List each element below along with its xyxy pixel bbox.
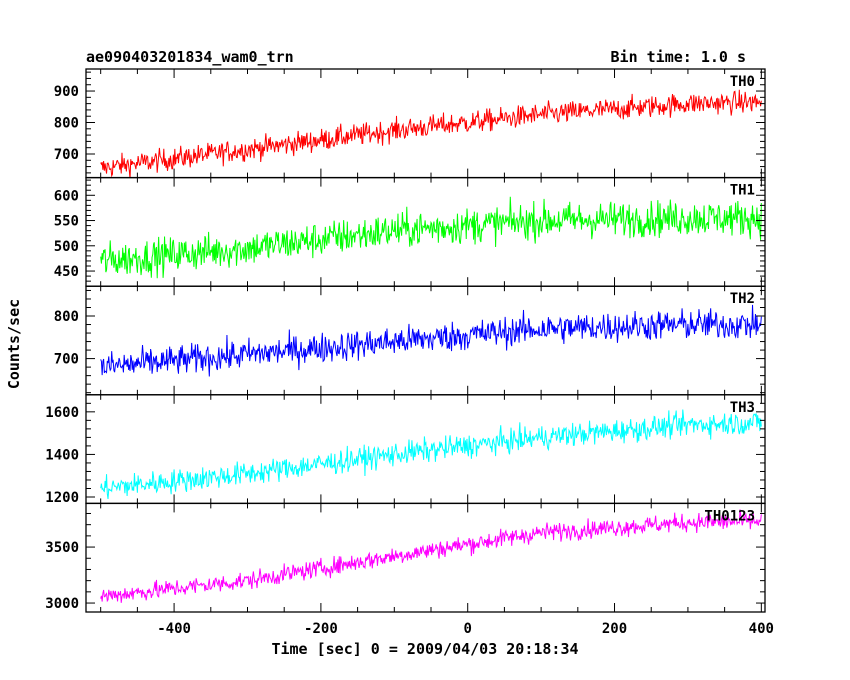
- series-line-th2: [100, 304, 762, 377]
- x-tick-label: -400: [157, 621, 191, 637]
- y-tick-label-th3: 1200: [45, 490, 79, 506]
- series-label-th0123: TH0123: [704, 508, 755, 524]
- y-tick-label-th1: 500: [54, 239, 79, 255]
- series-line-th0: [100, 89, 762, 178]
- y-tick-label-th2: 800: [54, 309, 79, 325]
- panels-group: 700 800 900 TH0 450 500 550 600 TH1 700 800 TH2 1200…: [45, 68, 774, 637]
- bin-time-label: Bin time: 1.0 s: [611, 48, 746, 66]
- y-tick-label-th2: 700: [54, 352, 79, 368]
- series-label-th0: TH0: [730, 74, 755, 90]
- panel-frame-th0123: [85, 502, 766, 613]
- panel-frame-th0: [85, 68, 766, 179]
- series-line-th1: [100, 196, 762, 279]
- y-tick-label-th1: 600: [54, 188, 79, 204]
- y-tick-label-th0123: 3000: [45, 596, 79, 612]
- y-tick-label-th0123: 3500: [45, 540, 79, 556]
- series-line-th0123: [100, 509, 762, 603]
- series-label-th2: TH2: [730, 291, 755, 307]
- y-tick-label-th1: 550: [54, 214, 79, 230]
- y-tick-label-th3: 1600: [45, 405, 79, 421]
- panel-frame-th3: [85, 394, 766, 505]
- y-tick-label-th0: 700: [54, 147, 79, 163]
- x-tick-label: -200: [304, 621, 338, 637]
- series-line-th3: [100, 409, 762, 500]
- y-tick-label-th0: 800: [54, 116, 79, 132]
- y-axis-label: Counts/sec: [5, 299, 23, 389]
- y-tick-label-th1: 450: [54, 264, 79, 280]
- x-tick-label: 0: [463, 621, 471, 637]
- x-axis-label: Time [sec] 0 = 2009/04/03 20:18:34: [271, 640, 578, 658]
- series-label-th1: TH1: [730, 183, 755, 199]
- series-label-th3: TH3: [730, 400, 755, 416]
- x-tick-label: 200: [602, 621, 627, 637]
- chart-title: ae090403201834_wam0_trn: [86, 48, 294, 66]
- y-tick-label-th3: 1400: [45, 447, 79, 463]
- y-tick-label-th0: 900: [54, 84, 79, 100]
- panel-frame-th2: [85, 285, 766, 396]
- panel-frame-th1: [85, 176, 766, 287]
- x-tick-label: 400: [749, 621, 774, 637]
